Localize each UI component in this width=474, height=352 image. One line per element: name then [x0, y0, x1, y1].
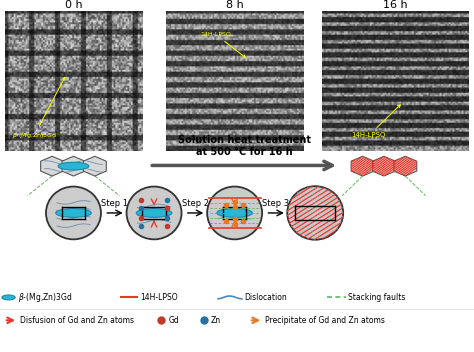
Ellipse shape — [2, 295, 15, 300]
Text: Step 2: Step 2 — [182, 199, 209, 208]
Title: 0 h: 0 h — [64, 0, 82, 10]
Polygon shape — [62, 156, 85, 176]
Text: Step 3: Step 3 — [262, 199, 290, 208]
Ellipse shape — [56, 208, 91, 218]
Polygon shape — [394, 156, 417, 176]
Ellipse shape — [207, 187, 262, 239]
Text: $\beta$-(Mg,Zn)3Gd: $\beta$-(Mg,Zn)3Gd — [11, 77, 65, 140]
Polygon shape — [83, 156, 106, 176]
Text: Precipitate of Gd and Zn atoms: Precipitate of Gd and Zn atoms — [265, 316, 385, 325]
Polygon shape — [41, 156, 64, 176]
Text: 14H-LPSO: 14H-LPSO — [140, 293, 177, 302]
Text: Dislocation: Dislocation — [244, 293, 287, 302]
Ellipse shape — [287, 186, 343, 240]
Ellipse shape — [217, 208, 252, 218]
Text: $\beta$-(Mg,Zn)3Gd: $\beta$-(Mg,Zn)3Gd — [18, 291, 73, 304]
Ellipse shape — [127, 187, 182, 239]
Text: Gd: Gd — [168, 316, 179, 325]
Text: Disfusion of Gd and Zn atoms: Disfusion of Gd and Zn atoms — [20, 316, 135, 325]
Polygon shape — [373, 156, 395, 176]
Title: 16 h: 16 h — [383, 0, 408, 10]
Ellipse shape — [58, 162, 89, 170]
Title: 8 h: 8 h — [226, 0, 244, 10]
Text: 14H-LPSO: 14H-LPSO — [352, 105, 401, 138]
Ellipse shape — [46, 187, 101, 239]
Ellipse shape — [136, 208, 172, 218]
Polygon shape — [351, 156, 374, 176]
Text: Stacking faults: Stacking faults — [348, 293, 406, 302]
Text: Step 1: Step 1 — [101, 199, 128, 208]
Text: 14H-LPSO: 14H-LPSO — [200, 32, 246, 57]
Text: Solution heat treatment
at 500 °C for 16 h: Solution heat treatment at 500 °C for 16… — [178, 135, 310, 157]
Text: Zn: Zn — [211, 316, 221, 325]
